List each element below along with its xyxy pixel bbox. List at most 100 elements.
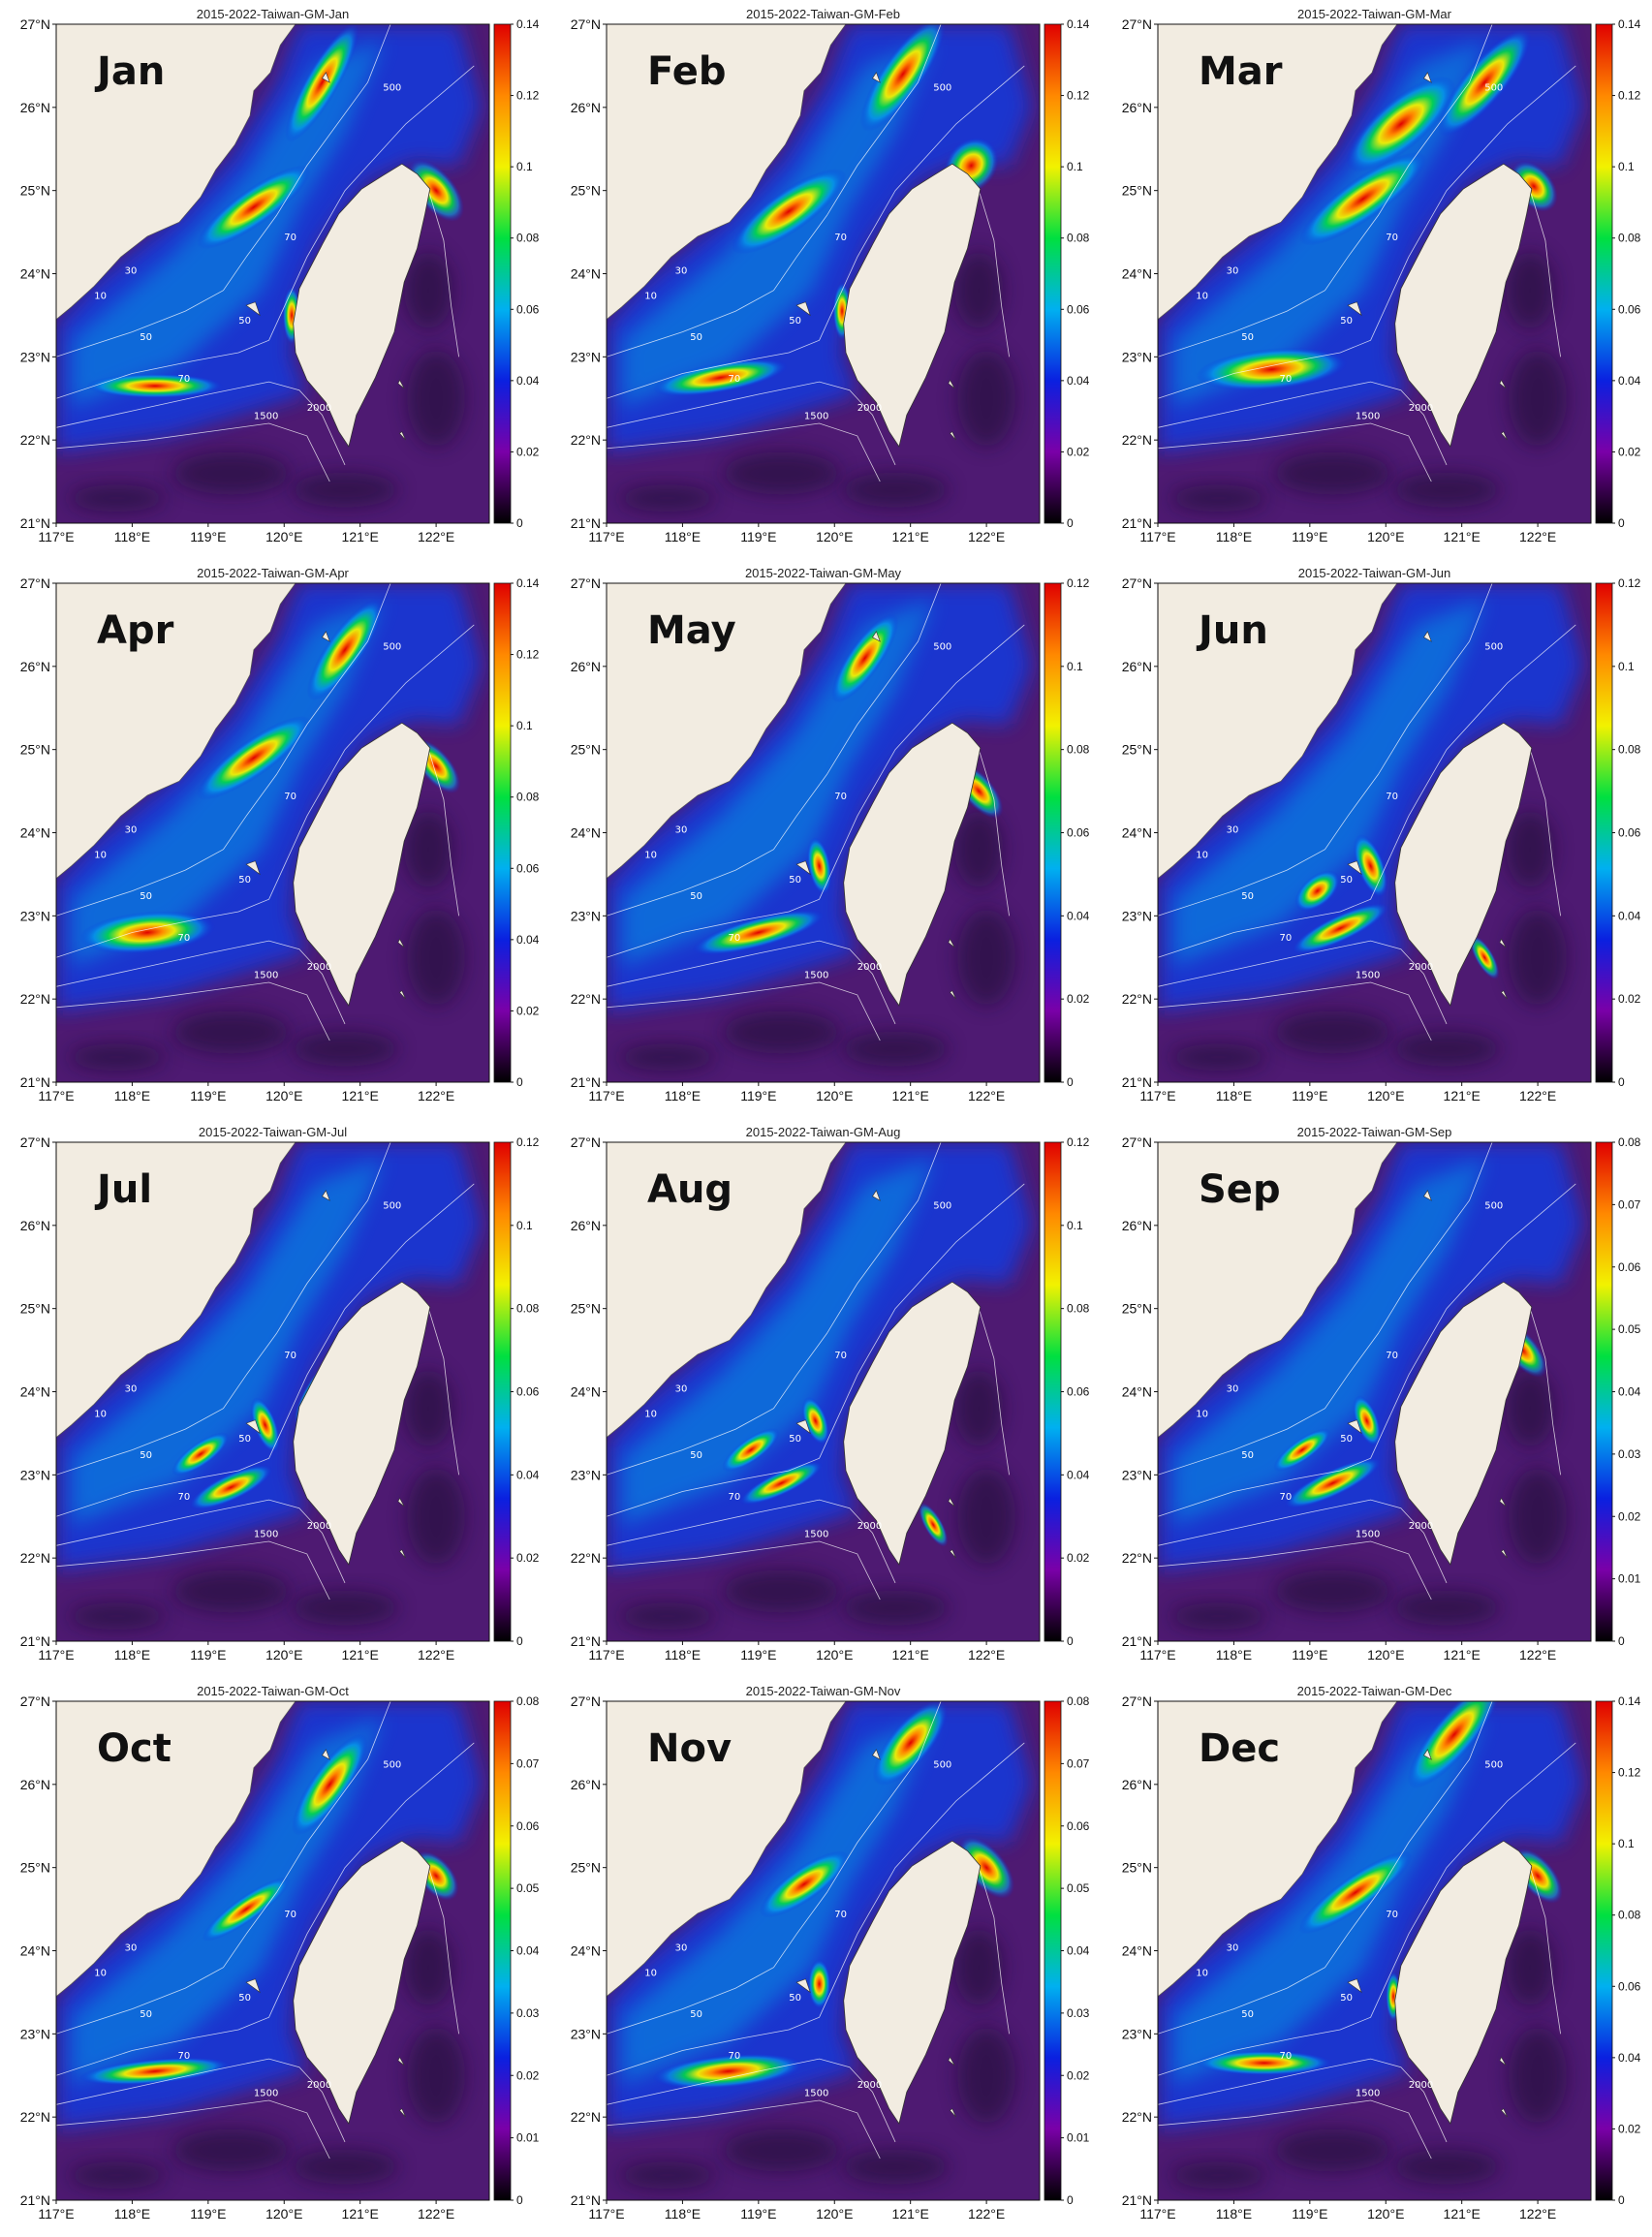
small-island bbox=[322, 1190, 330, 1201]
panel-title: 2015-2022-Taiwan-GM-Nov bbox=[746, 1684, 901, 1698]
lon-tick-label: 117°E bbox=[588, 2206, 624, 2221]
lat-tick-label: 24°N bbox=[1122, 825, 1152, 841]
colorbar-tick-label: 0.08 bbox=[516, 791, 540, 804]
small-island bbox=[1347, 860, 1362, 876]
map-field: 10 30 50 50 70 70 500 1500 2000 bbox=[607, 1142, 1040, 1641]
month-label: Feb bbox=[647, 49, 726, 94]
lat-tick-label: 22°N bbox=[571, 2109, 601, 2125]
depth-contour bbox=[56, 2099, 330, 2159]
lon-tick-label: 120°E bbox=[1367, 1647, 1404, 1662]
colorbar-tick-label: 0.04 bbox=[1618, 374, 1641, 388]
small-island bbox=[1423, 72, 1432, 83]
colorbar-tick-label: 0.04 bbox=[1067, 1944, 1090, 1958]
colorbar-tick-label: 0 bbox=[1618, 516, 1625, 530]
month-label: Nov bbox=[647, 1726, 732, 1771]
colorbar bbox=[1044, 1700, 1062, 2201]
lat-tick-label: 27°N bbox=[20, 1134, 50, 1150]
depth-contour bbox=[56, 1742, 475, 2076]
lon-tick-label: 117°E bbox=[588, 1088, 624, 1103]
lat-tick-label: 24°N bbox=[1122, 266, 1152, 282]
lon-tick-label: 119°E bbox=[1292, 2206, 1327, 2221]
intensity-hotspot bbox=[732, 168, 847, 255]
depth-label: 50 bbox=[789, 1993, 801, 2004]
lat-tick-label: 26°N bbox=[1122, 1777, 1152, 1792]
depth-label: 70 bbox=[834, 1351, 847, 1361]
lon-tick-label: 120°E bbox=[1367, 2206, 1404, 2221]
lon-tick-label: 118°E bbox=[665, 529, 701, 544]
lon-tick-label: 120°E bbox=[816, 1647, 853, 1662]
low-value-patch bbox=[292, 2149, 398, 2185]
depth-label: 30 bbox=[675, 1384, 688, 1395]
intensity-hotspot bbox=[197, 165, 311, 250]
month-label: Apr bbox=[97, 608, 174, 653]
depth-contour bbox=[1158, 2058, 1448, 2143]
depth-label: 50 bbox=[690, 891, 702, 902]
colorbar-tick-label: 0.08 bbox=[1067, 743, 1090, 757]
small-island bbox=[399, 1549, 406, 1559]
depth-label: 10 bbox=[1196, 291, 1208, 301]
low-value-patch bbox=[68, 1602, 166, 1631]
depth-label: 50 bbox=[789, 1434, 801, 1445]
low-value-patch bbox=[954, 1369, 1004, 1447]
lat-tick-label: 25°N bbox=[20, 742, 50, 758]
lat-tick-label: 26°N bbox=[1122, 100, 1152, 115]
depth-contour bbox=[56, 624, 475, 958]
depth-contour bbox=[607, 624, 1025, 958]
colorbar-tick-label: 0.06 bbox=[516, 1385, 540, 1399]
depth-label: 70 bbox=[284, 1910, 296, 1920]
month-label: Dec bbox=[1199, 1726, 1280, 1771]
depth-label: 50 bbox=[140, 332, 152, 343]
lon-tick-label: 121°E bbox=[892, 529, 929, 544]
colorbar-tick-label: 0.04 bbox=[1067, 909, 1090, 922]
map-svg: 2015-2022-Taiwan-GM-Jan 10 30 50 50 70 70 500 15… bbox=[20, 7, 540, 544]
map-field: 10 30 50 50 70 70 500 1500 2000 bbox=[607, 24, 1040, 523]
lat-tick-label: 27°N bbox=[571, 575, 601, 591]
lat-tick-label: 26°N bbox=[1122, 659, 1152, 674]
lat-tick-label: 27°N bbox=[20, 16, 50, 32]
panel-title: 2015-2022-Taiwan-GM-Jun bbox=[1298, 566, 1451, 580]
lat-tick-label: 23°N bbox=[571, 349, 601, 364]
colorbar-tick-label: 0.12 bbox=[1618, 89, 1641, 103]
lat-tick-label: 27°N bbox=[1122, 1134, 1152, 1150]
lon-tick-label: 118°E bbox=[114, 1088, 150, 1103]
colorbar bbox=[1595, 23, 1613, 524]
map-svg: 2015-2022-Taiwan-GM-Jul 10 30 50 50 70 70 500 15… bbox=[20, 1125, 540, 1662]
taiwan-island bbox=[1394, 163, 1533, 448]
lon-tick-label: 117°E bbox=[38, 529, 74, 544]
lon-tick-label: 121°E bbox=[342, 529, 379, 544]
colorbar-tick-label: 0.04 bbox=[516, 374, 540, 388]
small-island bbox=[397, 2056, 405, 2066]
depth-label: 500 bbox=[1484, 1760, 1503, 1771]
intensity-hotspot bbox=[859, 24, 946, 132]
colorbar-tick-label: 0.04 bbox=[1618, 2051, 1641, 2065]
intensity-hotspot bbox=[86, 373, 224, 399]
colorbar-tick-label: 0.12 bbox=[1618, 576, 1641, 590]
small-island bbox=[948, 1497, 955, 1507]
depth-contour bbox=[1529, 190, 1561, 357]
small-island bbox=[1499, 938, 1507, 948]
intensity-hotspot bbox=[197, 715, 311, 800]
colorbar-tick-label: 0.02 bbox=[1067, 445, 1090, 458]
low-value-patch bbox=[842, 472, 949, 508]
lon-tick-label: 121°E bbox=[342, 1088, 379, 1103]
depth-contour bbox=[607, 1701, 942, 2035]
low-value-patch bbox=[404, 810, 453, 888]
colorbar-tick-label: 0.08 bbox=[516, 232, 540, 245]
colorbar-tick-label: 0.05 bbox=[1067, 1881, 1090, 1895]
lon-tick-label: 122°E bbox=[1519, 1088, 1556, 1103]
taiwan-island bbox=[843, 163, 982, 448]
depth-contour bbox=[1158, 1499, 1448, 1584]
map-svg: 2015-2022-Taiwan-GM-May 10 30 50 50 70 70 500 15… bbox=[571, 566, 1090, 1103]
panel-title: 2015-2022-Taiwan-GM-Sep bbox=[1297, 1125, 1452, 1139]
colorbar-tick-label: 0.08 bbox=[1067, 1694, 1090, 1708]
lon-tick-label: 120°E bbox=[816, 1088, 853, 1103]
depth-label: 1500 bbox=[1356, 2089, 1380, 2099]
taiwan-island bbox=[293, 1840, 431, 2125]
depth-label: 10 bbox=[1196, 850, 1208, 860]
colorbar-tick-label: 0.01 bbox=[1067, 2131, 1090, 2145]
map-panel-apr: 2015-2022-Taiwan-GM-Apr 10 30 50 50 70 70 500 15… bbox=[0, 559, 550, 1118]
depth-label: 1500 bbox=[254, 1530, 278, 1540]
small-island bbox=[1423, 631, 1432, 642]
low-value-patch bbox=[723, 451, 840, 495]
small-island bbox=[950, 431, 956, 441]
